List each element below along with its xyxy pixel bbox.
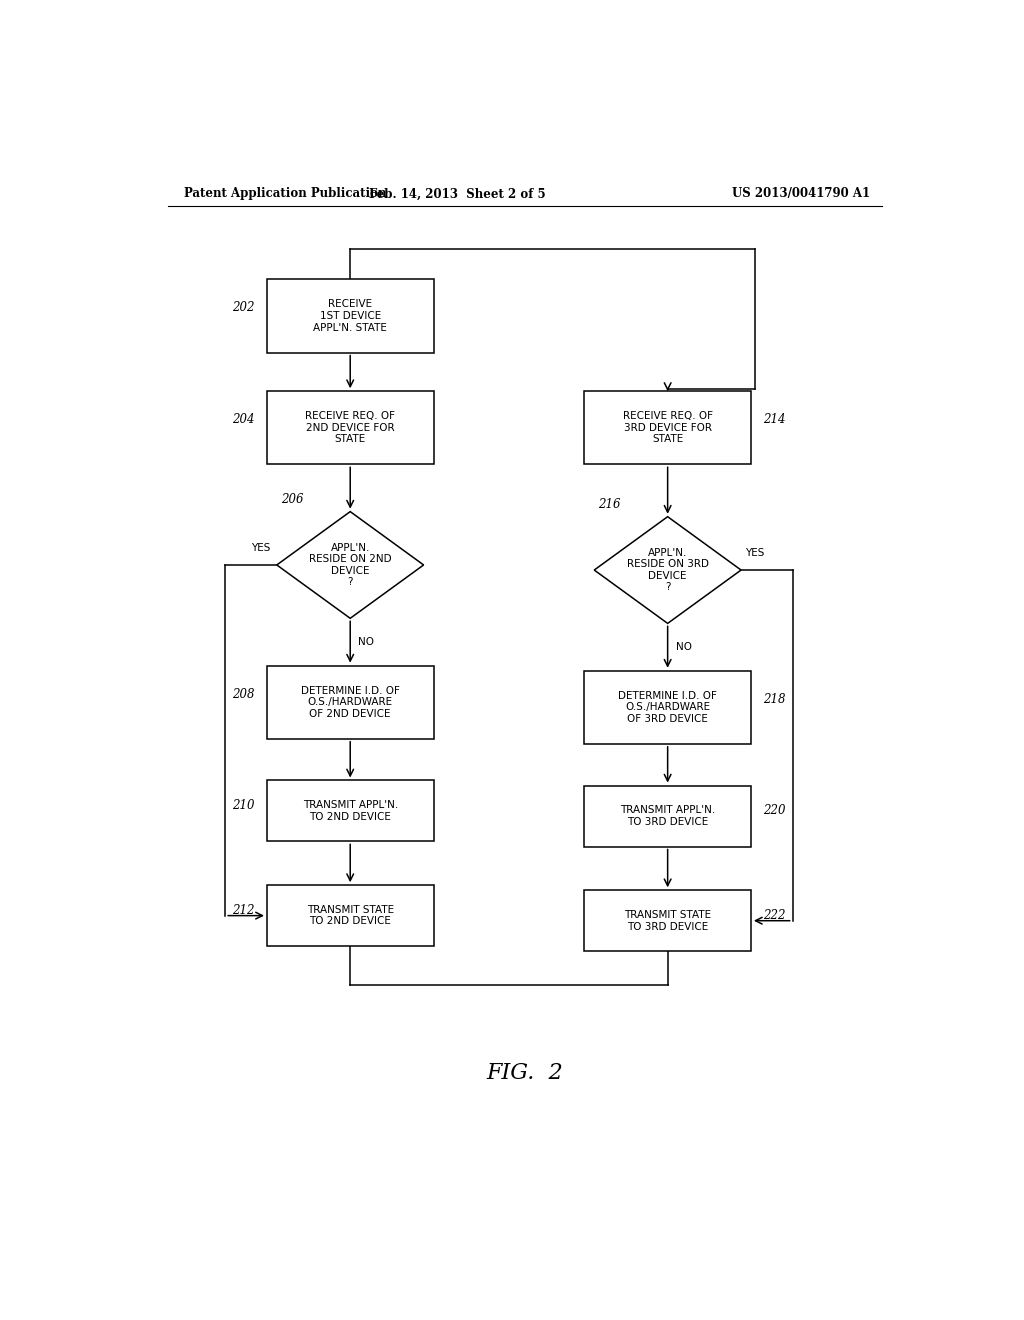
Text: TRANSMIT APPL'N.
TO 2ND DEVICE: TRANSMIT APPL'N. TO 2ND DEVICE: [302, 800, 398, 822]
Text: 216: 216: [598, 498, 621, 511]
Text: NO: NO: [358, 638, 374, 647]
Bar: [267, 665, 433, 739]
Text: RECEIVE REQ. OF
3RD DEVICE FOR
STATE: RECEIVE REQ. OF 3RD DEVICE FOR STATE: [623, 411, 713, 445]
Bar: [267, 886, 433, 946]
Bar: [267, 391, 433, 465]
Text: APPL'N.
RESIDE ON 3RD
DEVICE
?: APPL'N. RESIDE ON 3RD DEVICE ?: [627, 548, 709, 593]
Text: YES: YES: [745, 548, 764, 558]
Text: 218: 218: [763, 693, 785, 706]
Text: 210: 210: [232, 800, 255, 812]
Bar: [585, 785, 751, 846]
Text: 202: 202: [232, 301, 255, 314]
Text: US 2013/0041790 A1: US 2013/0041790 A1: [732, 187, 870, 201]
Text: 204: 204: [232, 413, 255, 426]
Text: NO: NO: [676, 642, 691, 652]
Bar: [585, 671, 751, 744]
Text: TRANSMIT APPL'N.
TO 3RD DEVICE: TRANSMIT APPL'N. TO 3RD DEVICE: [620, 805, 716, 826]
Text: TRANSMIT STATE
TO 2ND DEVICE: TRANSMIT STATE TO 2ND DEVICE: [306, 904, 394, 927]
Polygon shape: [594, 516, 741, 623]
Text: 222: 222: [763, 909, 785, 923]
Text: YES: YES: [251, 543, 270, 553]
Text: 220: 220: [763, 804, 785, 817]
Text: APPL'N.
RESIDE ON 2ND
DEVICE
?: APPL'N. RESIDE ON 2ND DEVICE ?: [309, 543, 391, 587]
Bar: [267, 280, 433, 352]
Polygon shape: [276, 512, 424, 618]
Text: Feb. 14, 2013  Sheet 2 of 5: Feb. 14, 2013 Sheet 2 of 5: [369, 187, 546, 201]
Text: TRANSMIT STATE
TO 3RD DEVICE: TRANSMIT STATE TO 3RD DEVICE: [624, 909, 712, 932]
Text: 208: 208: [232, 688, 255, 701]
Text: Patent Application Publication: Patent Application Publication: [183, 187, 386, 201]
Text: DETERMINE I.D. OF
O.S./HARDWARE
OF 3RD DEVICE: DETERMINE I.D. OF O.S./HARDWARE OF 3RD D…: [618, 690, 717, 723]
Text: DETERMINE I.D. OF
O.S./HARDWARE
OF 2ND DEVICE: DETERMINE I.D. OF O.S./HARDWARE OF 2ND D…: [301, 685, 399, 719]
Bar: [585, 890, 751, 952]
Text: 212: 212: [232, 904, 255, 917]
Text: FIG.  2: FIG. 2: [486, 1063, 563, 1084]
Text: RECEIVE REQ. OF
2ND DEVICE FOR
STATE: RECEIVE REQ. OF 2ND DEVICE FOR STATE: [305, 411, 395, 445]
Text: 214: 214: [763, 413, 785, 426]
Bar: [267, 780, 433, 841]
Text: 206: 206: [281, 492, 303, 506]
Text: RECEIVE
1ST DEVICE
APPL'N. STATE: RECEIVE 1ST DEVICE APPL'N. STATE: [313, 300, 387, 333]
Bar: [585, 391, 751, 465]
